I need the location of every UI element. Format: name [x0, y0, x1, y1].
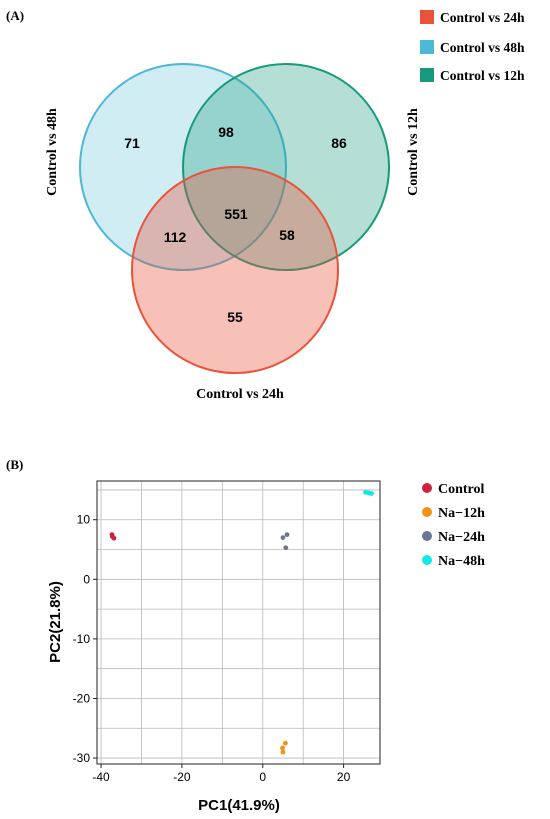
pca-points	[109, 489, 374, 755]
venn-diagram: 71 98 86 551 112 58 55 Control vs 48h Co…	[45, 63, 421, 402]
pca-legend-marker-na-24h	[422, 531, 432, 541]
pca-legend-item-control: Control	[422, 482, 485, 497]
pca-x-axis-label: PC1(41.9%)	[198, 797, 280, 814]
venn-circle-24h	[131, 166, 339, 374]
pca-point	[283, 545, 289, 551]
pca-point	[280, 535, 286, 540]
venn-count-48h-24h: 112	[164, 229, 187, 245]
panel-a-label: (A)	[6, 8, 24, 23]
venn-count-all-three: 551	[224, 206, 248, 222]
pca-y-tick-label: 10	[77, 513, 91, 527]
venn-count-only-24h: 55	[227, 309, 243, 325]
venn-legend-item-48h: Control vs 48h	[420, 40, 525, 55]
venn-legend-item-12h: Control vs 12h	[420, 68, 525, 83]
pca-grid	[97, 481, 380, 764]
pca-y-tick-label: -30	[73, 751, 91, 765]
pca-y-axis: 10 0 -10 -20 -30	[73, 513, 97, 765]
pca-legend-item-na-48h: Na−48h	[422, 554, 485, 569]
pca-legend-marker-na-12h	[422, 507, 432, 517]
venn-count-24h-12h: 58	[279, 227, 295, 243]
pca-legend-item-na-12h: Na−12h	[422, 506, 485, 521]
pca-plot: -40 -20 0 20 10 0 -10 -20 -30 PC1(41.9%) PC2(21…	[47, 480, 381, 814]
pca-point	[280, 745, 285, 751]
venn-set-label-12h: Control vs 12h	[406, 108, 421, 196]
venn-set-label-24h: Control vs 24h	[196, 387, 284, 402]
pca-y-tick-label: -10	[73, 632, 91, 646]
pca-point	[282, 740, 288, 746]
pca-x-tick-label: 20	[337, 770, 351, 784]
venn-count-48h-12h: 98	[218, 124, 234, 140]
venn-set-label-48h: Control vs 48h	[45, 108, 60, 196]
pca-legend: Control Na−12h Na−24h Na−48h	[422, 482, 485, 569]
venn-legend-item-24h: Control vs 24h	[420, 10, 525, 25]
venn-legend-label-48h: Control vs 48h	[440, 40, 525, 55]
pca-legend-marker-na-48h	[422, 555, 432, 565]
pca-legend-marker-control	[422, 483, 432, 493]
pca-point	[369, 491, 374, 496]
pca-y-tick-label: -20	[73, 691, 91, 705]
pca-plot-frame	[96, 480, 381, 765]
pca-x-tick-label: -40	[92, 770, 110, 784]
pca-legend-label-na-48h: Na−48h	[438, 554, 485, 569]
pca-point	[111, 535, 117, 541]
pca-legend-label-na-24h: Na−24h	[438, 530, 485, 545]
venn-legend-swatch-48h	[420, 40, 434, 54]
pca-y-axis-label: PC2(21.8%)	[47, 581, 64, 663]
venn-count-only-48h: 71	[124, 135, 140, 151]
venn-legend-label-24h: Control vs 24h	[440, 10, 525, 25]
pca-x-axis: -40 -20 0 20	[92, 764, 351, 784]
venn-legend: Control vs 24h Control vs 48h Control vs…	[420, 10, 525, 83]
venn-legend-label-12h: Control vs 12h	[440, 68, 525, 83]
venn-legend-swatch-12h	[420, 68, 434, 82]
pca-x-tick-label: -20	[173, 770, 191, 784]
pca-legend-item-na-24h: Na−24h	[422, 530, 485, 545]
venn-circle-12h	[182, 63, 390, 271]
pca-legend-label-na-12h: Na−12h	[438, 506, 485, 521]
pca-y-tick-label: 0	[83, 572, 90, 586]
pca-point	[280, 749, 286, 755]
pca-point	[284, 532, 290, 538]
pca-legend-label-control: Control	[438, 482, 485, 497]
panel-b-label: (B)	[6, 457, 23, 472]
venn-legend-swatch-24h	[420, 10, 434, 24]
pca-x-tick-label: 0	[259, 770, 266, 784]
venn-count-only-12h: 86	[331, 135, 347, 151]
